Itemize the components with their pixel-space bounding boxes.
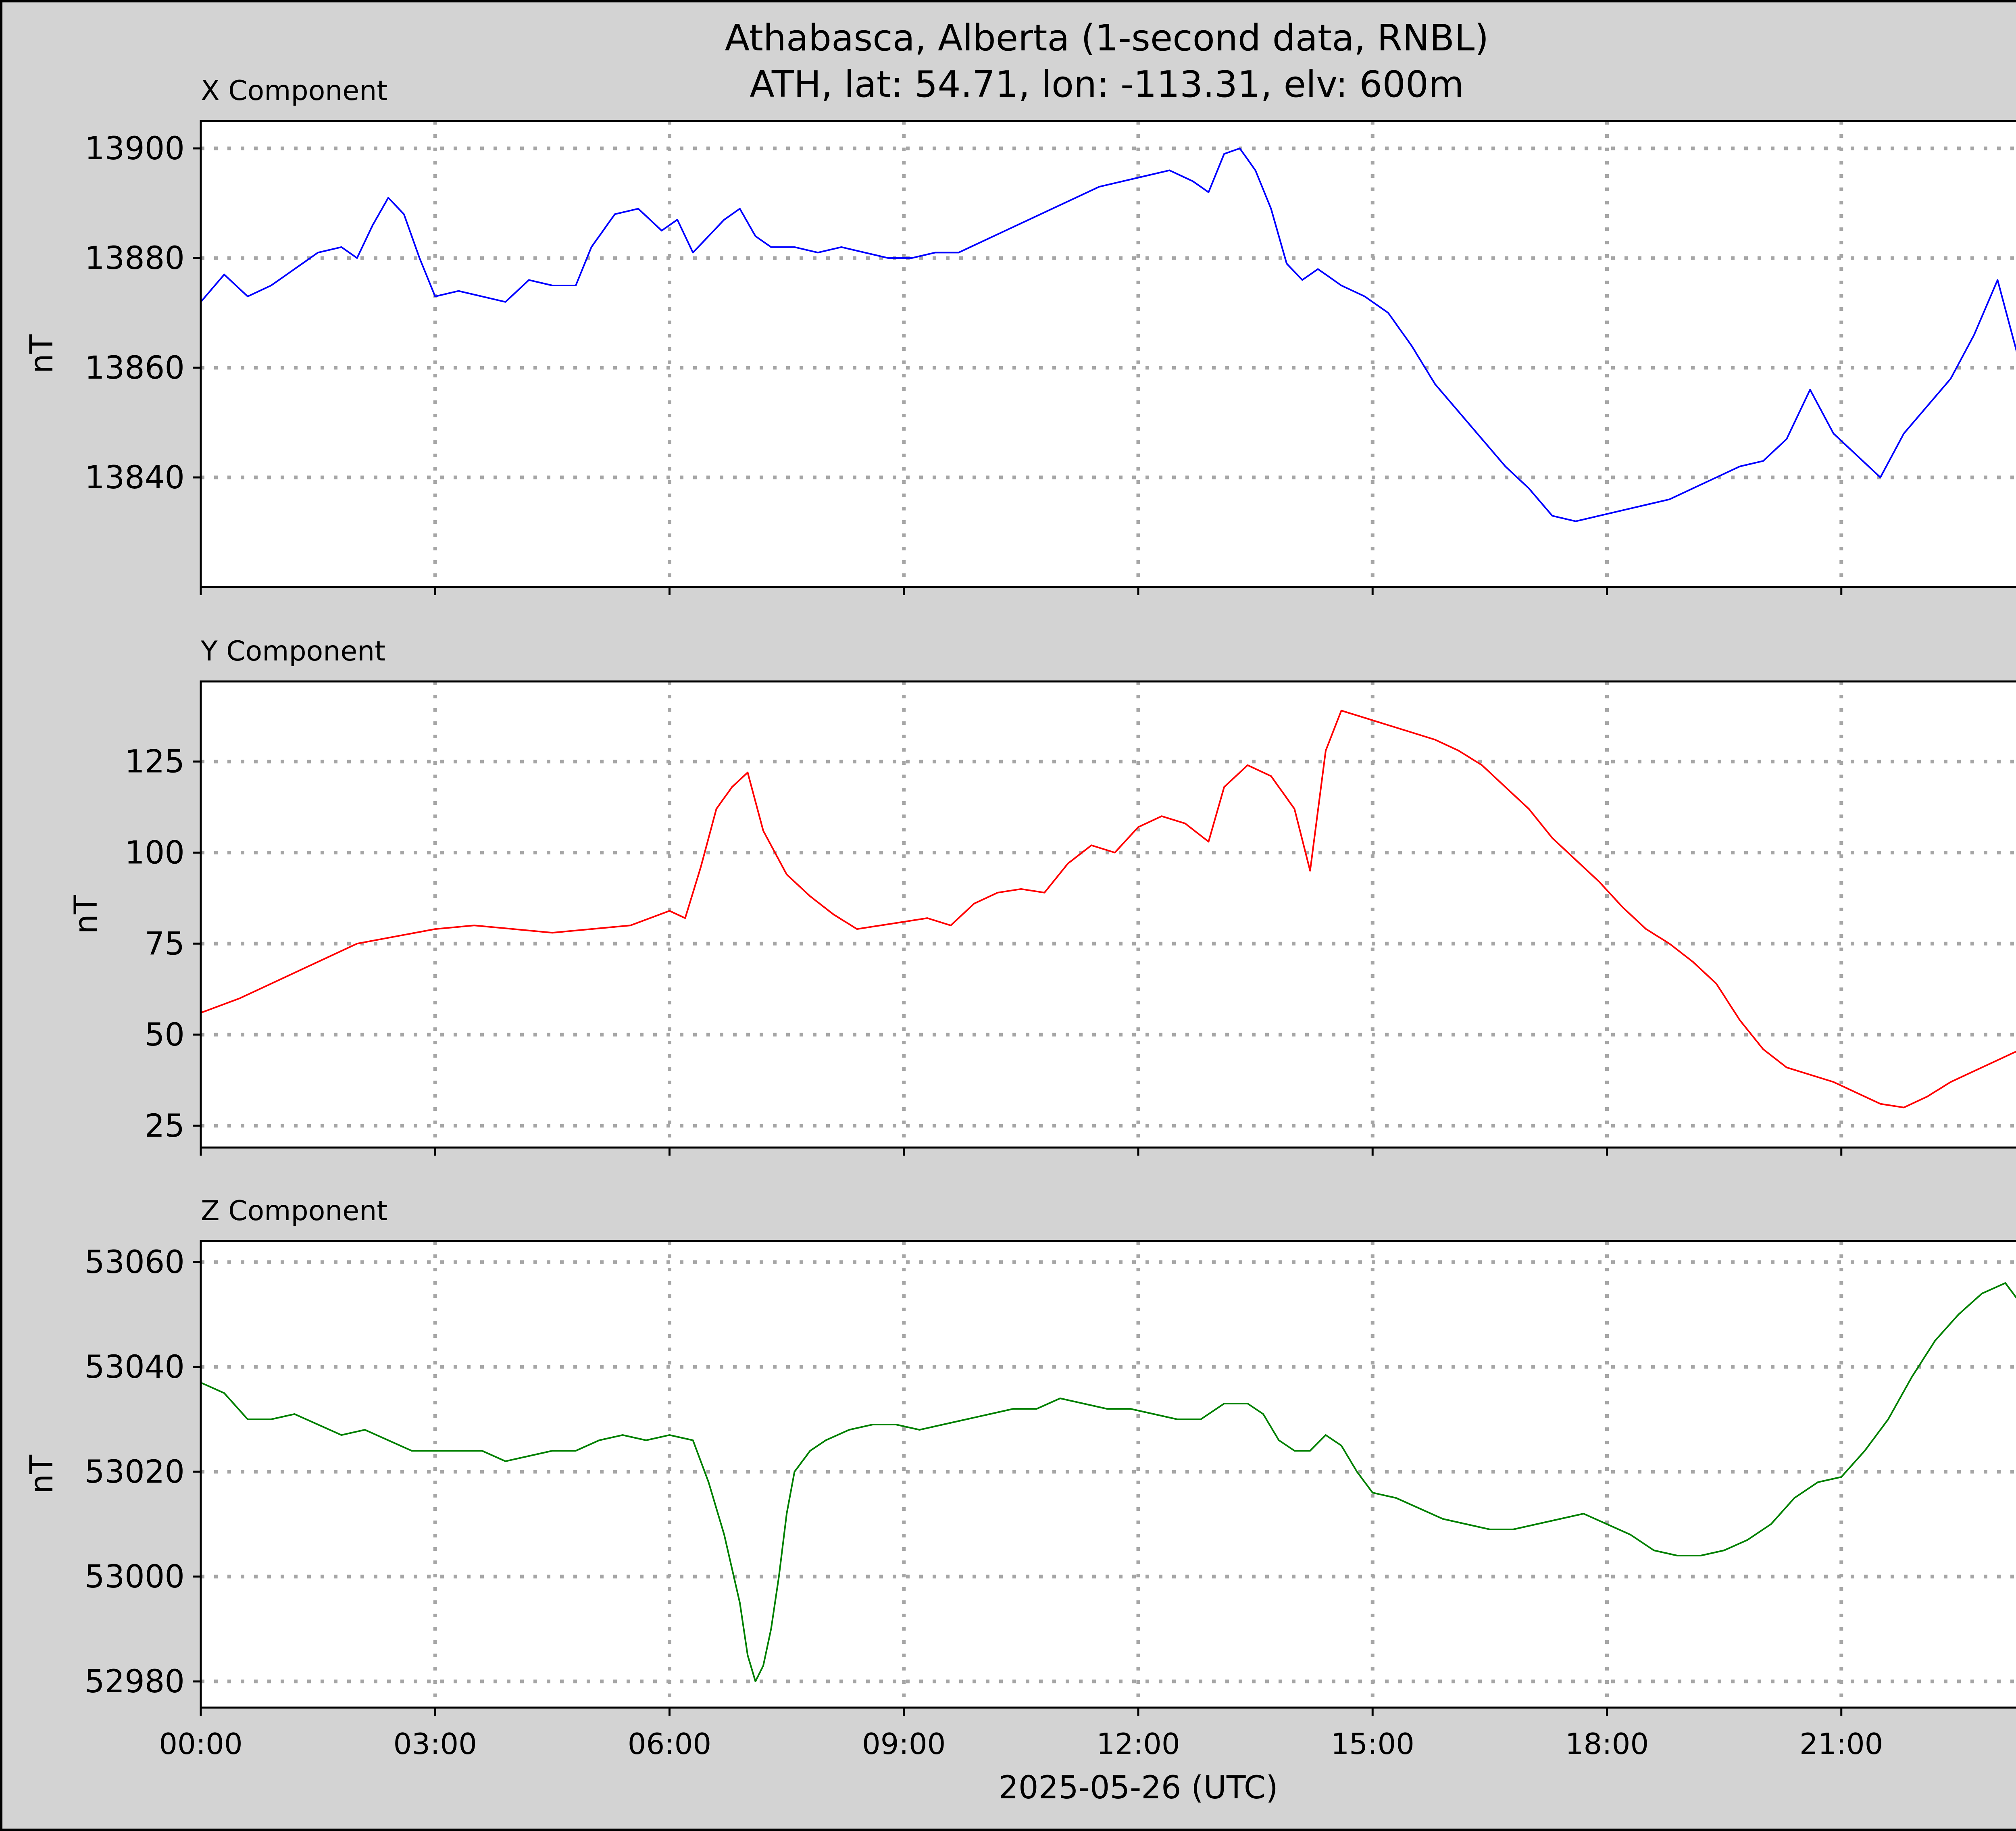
z-series-line [200,1282,2016,1682]
y-plot-area [201,681,2016,1148]
z-y-tick-label: 53000 [85,1559,185,1595]
y-y-tick-label: 75 [145,926,185,962]
figure-title-line1: Athabasca, Alberta (1-second data, RNBL) [725,17,1489,59]
z-y-axis-label: nT [24,1455,60,1494]
x-tick-label: 00:00 [159,1727,243,1761]
x-tick-label: 03:00 [394,1727,477,1761]
y-y-tick-label: 100 [125,835,185,871]
z-y-tick-label: 53060 [85,1244,185,1281]
x-tick-label: 15:00 [1331,1727,1415,1761]
x-series-line [200,148,2016,522]
z-y-tick-label: 53020 [85,1454,185,1490]
x-tick-label: 21:00 [1799,1727,1883,1761]
y-series-line [200,710,2016,1108]
x-y-tick-label: 13900 [85,131,185,167]
x-y-axis-label: nT [24,334,60,373]
z-component-panel: Z Component nT 52980 53000 53020 53040 53060 [24,1195,2016,1716]
x-tick-label: 06:00 [628,1727,712,1761]
z-y-tick-label: 52980 [85,1664,185,1700]
z-plot-frame [200,1240,2016,1709]
x-y-tick-label: 13860 [85,350,185,386]
x-plot-frame [200,120,2016,588]
x-component-panel: X Component nT 13840 13860 13880 13900 [24,75,2016,595]
z-panel-title: Z Component [201,1195,387,1227]
x-y-tick-label: 13840 [85,460,185,496]
x-y-tick-label: 13880 [85,240,185,277]
x-tick-label: 12:00 [1096,1727,1180,1761]
x-axis-label: 2025-05-26 (UTC) [998,1770,1278,1806]
y-y-tick-label: 25 [145,1108,185,1144]
x-plot-area [201,121,2016,587]
x-panel-title: X Component [201,75,387,107]
x-axis-tick-labels: 00:00 03:00 06:00 09:00 12:00 15:00 18:00 21:00 [159,1727,1883,1761]
figure-title-line2: ATH, lat: 54.71, lon: -113.31, elv: 600m [750,63,1464,106]
z-y-tick-label: 53040 [85,1349,185,1385]
y-panel-title: Y Component [200,635,385,667]
y-y-axis-label: nT [68,895,104,934]
y-component-panel: Y Component nT 25 50 75 100 125 [68,635,2016,1156]
x-tick-label: 09:00 [862,1727,946,1761]
x-tick-label: 18:00 [1565,1727,1649,1761]
z-plot-area [201,1241,2016,1708]
y-y-tick-label: 50 [145,1017,185,1053]
y-y-tick-label: 125 [125,744,185,780]
panels: X Component nT 13840 13860 13880 13900 Y Compo… [24,75,2016,1716]
y-plot-frame [200,680,2016,1149]
